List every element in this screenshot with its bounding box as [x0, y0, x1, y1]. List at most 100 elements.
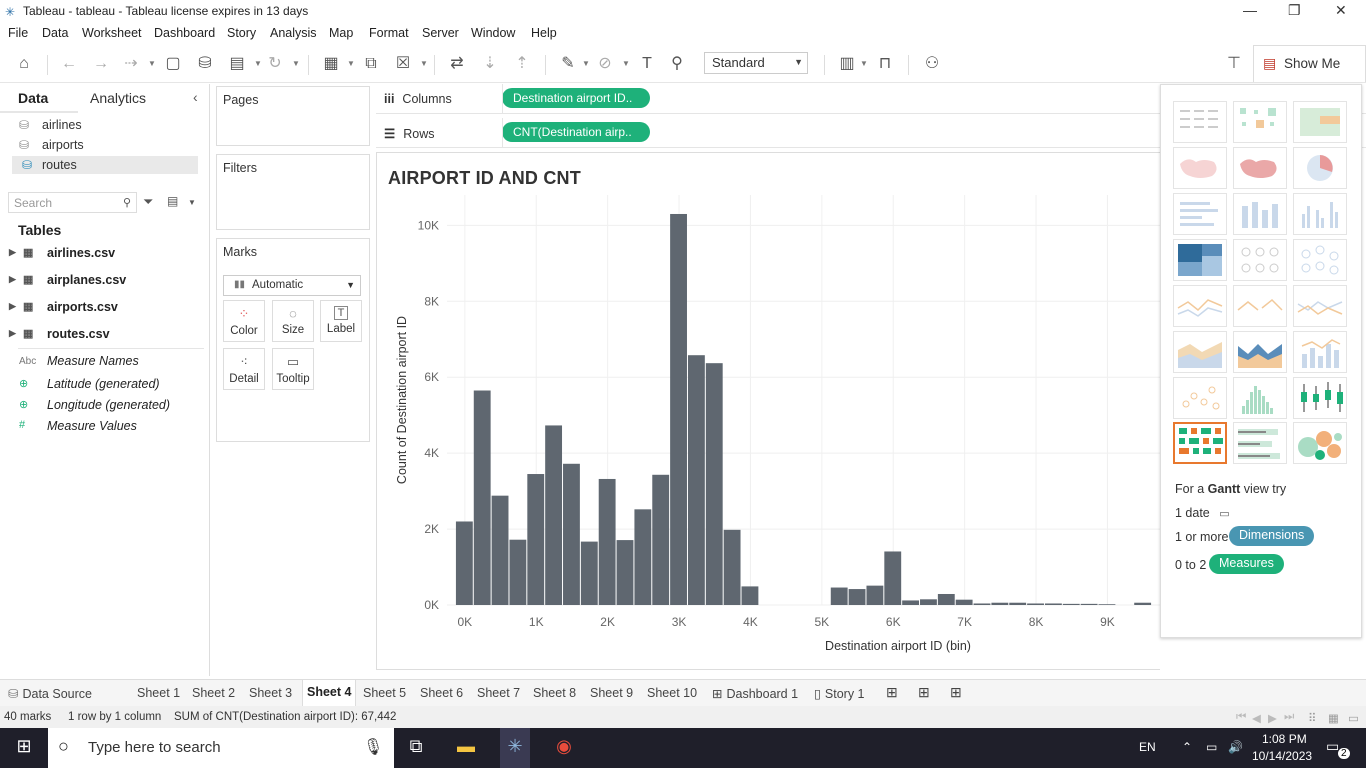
menu-server[interactable]: Server: [422, 26, 459, 40]
highlight-dropdown-icon[interactable]: ▼: [582, 59, 590, 68]
chart-type-discrete-lines[interactable]: [1233, 285, 1287, 327]
refresh-dropdown-icon[interactable]: ▼: [292, 59, 300, 68]
tab-analytics[interactable]: Analytics: [90, 90, 147, 106]
view-options-icon[interactable]: ▤: [167, 194, 179, 208]
menu-story[interactable]: Story: [227, 26, 257, 40]
replay-dropdown-icon[interactable]: ▼: [148, 59, 156, 68]
clear-sheet-icon[interactable]: ☒: [395, 55, 411, 72]
tab-sheet-9[interactable]: Sheet 9: [590, 686, 634, 700]
expand-icon[interactable]: ▶: [9, 301, 16, 311]
size-button[interactable]: ◌ Size: [272, 300, 314, 342]
table-airplanes[interactable]: ▶ ▦ airplanes.csv: [9, 273, 126, 287]
highlight-icon[interactable]: ✎: [561, 55, 575, 72]
chart-type-dual-lines[interactable]: [1293, 285, 1347, 327]
presentation-mode-icon[interactable]: ⊓: [878, 55, 892, 72]
mark-type-dropdown[interactable]: ▮▮ Automatic ▼: [223, 275, 361, 296]
show-me-button[interactable]: ▤ Show Me: [1253, 45, 1366, 82]
restore-button[interactable]: ❐: [1288, 2, 1301, 18]
pages-card[interactable]: Pages: [216, 86, 370, 146]
new-datasource-icon[interactable]: ⛁: [198, 55, 212, 72]
field-measure-names[interactable]: Abc Measure Names: [19, 354, 139, 368]
menu-help[interactable]: Help: [531, 26, 557, 40]
last-sheet-icon[interactable]: ⏭: [1284, 711, 1295, 723]
expand-icon[interactable]: ▶: [9, 274, 16, 284]
new-worksheet-icon[interactable]: ▦: [323, 55, 339, 72]
first-sheet-icon[interactable]: ⏮: [1236, 711, 1247, 723]
filter-icon[interactable]: ⏷: [143, 194, 154, 209]
home-icon[interactable]: ⌂: [19, 55, 29, 72]
new-worksheet-tab-icon[interactable]: ⊞: [886, 684, 898, 700]
chart-type-heat-map[interactable]: [1233, 101, 1287, 143]
file-explorer-icon[interactable]: ▬: [457, 736, 475, 756]
swap-rows-columns-icon[interactable]: ⇄: [450, 55, 464, 72]
filters-card[interactable]: Filters: [216, 154, 370, 230]
label-button[interactable]: T Label: [320, 300, 362, 342]
duplicate-sheet-icon[interactable]: ⧉: [365, 55, 377, 72]
chart-type-treemap[interactable]: [1173, 239, 1227, 281]
expand-icon[interactable]: ▶: [9, 247, 16, 257]
sort-ascending-icon[interactable]: ⇣: [483, 55, 497, 72]
chart-type-histogram[interactable]: [1233, 377, 1287, 419]
chart-type-area-continuous[interactable]: [1173, 331, 1227, 373]
replay-icon[interactable]: ⇢: [124, 55, 138, 72]
menu-data[interactable]: Data: [42, 26, 69, 40]
search-input[interactable]: Search ⚲: [8, 192, 137, 213]
fit-dropdown[interactable]: Standard ▼: [704, 52, 808, 74]
tab-sheet-6[interactable]: Sheet 6: [420, 686, 464, 700]
tab-sheet-5[interactable]: Sheet 5: [363, 686, 407, 700]
pause-updates-icon[interactable]: ▤: [229, 55, 245, 72]
chart-type-packed-bubbles[interactable]: [1293, 422, 1347, 464]
columns-pill[interactable]: Destination airport ID..: [502, 88, 650, 108]
menu-worksheet[interactable]: Worksheet: [82, 26, 142, 40]
field-latitude[interactable]: ⊕ Latitude (generated): [19, 377, 160, 391]
field-longitude[interactable]: ⊕ Longitude (generated): [19, 398, 170, 412]
microphone-icon[interactable]: 🎙: [363, 739, 384, 756]
clear-dropdown-icon[interactable]: ▼: [420, 59, 428, 68]
tab-sheet-10[interactable]: Sheet 10: [647, 686, 698, 700]
taskbar-search-input[interactable]: ○ Type here to search 🎙: [48, 728, 394, 768]
share-icon[interactable]: ⚇: [924, 55, 940, 72]
tooltip-button[interactable]: ▭ Tooltip: [272, 348, 314, 390]
chart-type-circle-views[interactable]: [1233, 239, 1287, 281]
chart-type-pie[interactable]: [1293, 147, 1347, 189]
view-options-dropdown-icon[interactable]: ▼: [188, 198, 196, 207]
detail-button[interactable]: ⁖ Detail: [223, 348, 265, 390]
chart-type-side-by-side-circles[interactable]: [1293, 239, 1347, 281]
show-labels-icon[interactable]: T: [642, 55, 652, 72]
tabs-view-icon[interactable]: ▭: [1348, 713, 1359, 725]
field-measure-values[interactable]: # Measure Values: [19, 419, 137, 433]
tableau-taskbar-icon[interactable]: ✳: [500, 728, 530, 768]
windows-start-icon[interactable]: ⊞: [16, 736, 32, 756]
menu-dashboard[interactable]: Dashboard: [154, 26, 216, 40]
undo-icon[interactable]: ←: [61, 55, 77, 72]
tab-sheet-3[interactable]: Sheet 3: [249, 686, 293, 700]
show-cards-dropdown-icon[interactable]: ▼: [860, 59, 868, 68]
datasource-airports[interactable]: ⛁ airports: [19, 138, 84, 152]
menu-format[interactable]: Format: [369, 26, 409, 40]
chart-type-box-whisker[interactable]: [1293, 377, 1347, 419]
chrome-icon[interactable]: ◉: [556, 736, 572, 756]
chart-type-stacked-bars[interactable]: [1233, 193, 1287, 235]
table-airlines[interactable]: ▶ ▦ airlines.csv: [9, 246, 115, 260]
group-icon[interactable]: ⊘: [598, 55, 612, 72]
pause-dropdown-icon[interactable]: ▼: [254, 59, 262, 68]
close-button[interactable]: ✕: [1335, 2, 1347, 18]
tab-data-source[interactable]: ⛁ Data Source: [8, 686, 92, 701]
save-icon[interactable]: ▢: [165, 55, 181, 72]
chart-type-gantt[interactable]: [1173, 422, 1227, 464]
volume-icon[interactable]: 🔊: [1228, 740, 1243, 754]
tab-data[interactable]: Data: [18, 90, 49, 106]
table-airports[interactable]: ▶ ▦ airports.csv: [9, 300, 118, 314]
collapse-pane-icon[interactable]: ‹: [193, 89, 198, 105]
chart-type-bullet[interactable]: [1233, 422, 1287, 464]
datasource-routes[interactable]: ⛁ routes: [12, 156, 198, 174]
menu-analysis[interactable]: Analysis: [270, 26, 317, 40]
language-indicator[interactable]: EN: [1139, 740, 1156, 754]
new-dashboard-tab-icon[interactable]: ⊞: [918, 684, 930, 700]
sort-descending-icon[interactable]: ⇡: [515, 55, 529, 72]
clock-date[interactable]: 10/14/2023: [1252, 749, 1313, 763]
color-button[interactable]: ⁘ Color: [223, 300, 265, 342]
tab-sheet-8[interactable]: Sheet 8: [533, 686, 577, 700]
fix-axes-icon[interactable]: ⚲: [671, 55, 683, 72]
chart-type-side-by-side-bars[interactable]: [1293, 193, 1347, 235]
